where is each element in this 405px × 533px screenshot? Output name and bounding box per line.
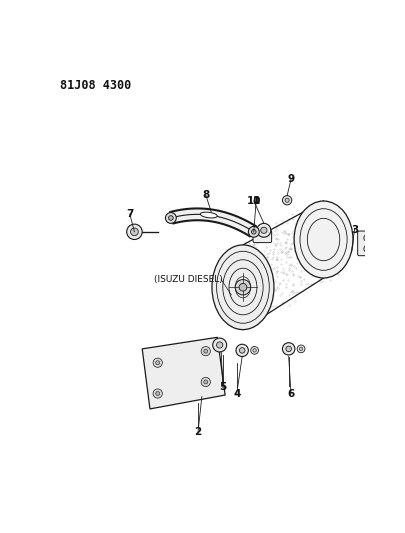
Circle shape (130, 228, 138, 236)
Text: 9: 9 (287, 174, 294, 184)
Circle shape (216, 342, 222, 348)
Circle shape (203, 349, 207, 353)
Circle shape (282, 343, 294, 355)
Ellipse shape (200, 212, 217, 218)
Text: (ISUZU DIESEL): (ISUZU DIESEL) (154, 275, 222, 284)
Circle shape (248, 227, 258, 237)
Circle shape (200, 346, 210, 356)
Circle shape (126, 224, 142, 239)
Circle shape (256, 223, 270, 237)
Circle shape (239, 284, 246, 291)
Circle shape (153, 358, 162, 367)
Circle shape (260, 227, 266, 233)
Circle shape (298, 347, 302, 351)
Circle shape (153, 389, 162, 398)
Circle shape (251, 230, 256, 234)
Circle shape (156, 361, 159, 365)
Circle shape (156, 392, 159, 395)
Text: 6: 6 (287, 389, 294, 399)
Circle shape (284, 198, 288, 203)
Circle shape (234, 280, 250, 295)
Circle shape (168, 216, 173, 220)
Circle shape (296, 345, 304, 353)
Circle shape (363, 234, 371, 242)
Text: 81J08 4300: 81J08 4300 (60, 79, 131, 92)
Circle shape (200, 377, 210, 386)
Ellipse shape (293, 201, 352, 278)
Circle shape (203, 380, 207, 384)
FancyBboxPatch shape (357, 231, 377, 256)
Circle shape (282, 196, 291, 205)
Text: 7: 7 (126, 209, 133, 219)
Polygon shape (142, 337, 224, 409)
Circle shape (252, 349, 256, 352)
Circle shape (250, 346, 258, 354)
Text: 5: 5 (219, 382, 226, 392)
Circle shape (165, 213, 176, 223)
Text: 8: 8 (202, 190, 209, 200)
Text: 2: 2 (194, 427, 201, 437)
Text: 10: 10 (246, 196, 260, 206)
FancyBboxPatch shape (252, 230, 271, 243)
Ellipse shape (211, 245, 273, 329)
Text: 1: 1 (252, 196, 259, 206)
Text: 3: 3 (350, 224, 357, 235)
Circle shape (235, 344, 248, 357)
Circle shape (212, 338, 226, 352)
Circle shape (363, 245, 371, 253)
Text: 4: 4 (232, 389, 240, 399)
Circle shape (239, 348, 244, 353)
Circle shape (285, 346, 291, 352)
